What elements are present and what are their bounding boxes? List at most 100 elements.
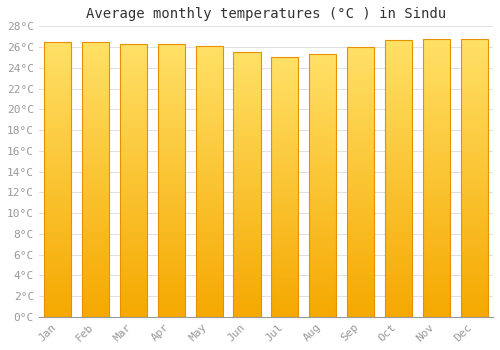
- Bar: [347, 117, 374, 119]
- Bar: [422, 179, 450, 181]
- Bar: [347, 293, 374, 294]
- Bar: [460, 292, 488, 293]
- Bar: [347, 122, 374, 124]
- Bar: [82, 274, 109, 275]
- Bar: [158, 261, 185, 262]
- Bar: [385, 213, 412, 214]
- Bar: [158, 204, 185, 205]
- Bar: [196, 99, 223, 100]
- Bar: [196, 165, 223, 167]
- Bar: [196, 78, 223, 80]
- Bar: [460, 285, 488, 286]
- Bar: [234, 210, 260, 211]
- Bar: [158, 97, 185, 98]
- Bar: [460, 189, 488, 190]
- Bar: [44, 310, 72, 311]
- Bar: [422, 140, 450, 142]
- Bar: [385, 295, 412, 296]
- Bar: [234, 74, 260, 75]
- Bar: [347, 154, 374, 155]
- Bar: [234, 302, 260, 303]
- Bar: [309, 117, 336, 119]
- Bar: [120, 261, 147, 262]
- Bar: [120, 107, 147, 108]
- Bar: [422, 196, 450, 197]
- Bar: [309, 66, 336, 68]
- Bar: [271, 64, 298, 65]
- Bar: [234, 89, 260, 91]
- Bar: [120, 202, 147, 204]
- Bar: [422, 188, 450, 189]
- Bar: [158, 300, 185, 302]
- Bar: [271, 276, 298, 278]
- Bar: [234, 195, 260, 196]
- Bar: [120, 48, 147, 49]
- Bar: [158, 179, 185, 180]
- Bar: [196, 120, 223, 122]
- Bar: [120, 230, 147, 231]
- Bar: [385, 206, 412, 207]
- Bar: [44, 57, 72, 58]
- Bar: [234, 277, 260, 279]
- Bar: [44, 105, 72, 106]
- Bar: [271, 111, 298, 112]
- Bar: [460, 211, 488, 212]
- Bar: [460, 256, 488, 257]
- Bar: [158, 92, 185, 93]
- Bar: [82, 68, 109, 69]
- Bar: [347, 135, 374, 136]
- Bar: [120, 98, 147, 100]
- Bar: [309, 167, 336, 168]
- Bar: [158, 299, 185, 300]
- Bar: [460, 221, 488, 222]
- Bar: [158, 64, 185, 66]
- Bar: [385, 144, 412, 145]
- Bar: [347, 191, 374, 193]
- Bar: [422, 307, 450, 308]
- Bar: [234, 52, 260, 317]
- Bar: [385, 160, 412, 162]
- Bar: [422, 136, 450, 138]
- Bar: [234, 65, 260, 67]
- Bar: [158, 228, 185, 230]
- Bar: [271, 227, 298, 229]
- Bar: [120, 205, 147, 206]
- Bar: [347, 100, 374, 101]
- Bar: [234, 154, 260, 155]
- Bar: [82, 124, 109, 126]
- Bar: [82, 75, 109, 76]
- Bar: [234, 97, 260, 98]
- Bar: [347, 90, 374, 92]
- Bar: [120, 59, 147, 60]
- Bar: [385, 58, 412, 59]
- Bar: [385, 225, 412, 227]
- Bar: [309, 180, 336, 182]
- Bar: [44, 123, 72, 124]
- Bar: [271, 256, 298, 257]
- Bar: [234, 132, 260, 133]
- Bar: [158, 82, 185, 84]
- Bar: [422, 97, 450, 98]
- Bar: [385, 175, 412, 177]
- Bar: [196, 104, 223, 106]
- Bar: [82, 74, 109, 75]
- Bar: [460, 48, 488, 50]
- Bar: [158, 274, 185, 276]
- Bar: [271, 69, 298, 70]
- Bar: [385, 133, 412, 134]
- Bar: [234, 212, 260, 214]
- Bar: [234, 247, 260, 248]
- Bar: [196, 218, 223, 219]
- Bar: [196, 172, 223, 173]
- Bar: [271, 104, 298, 105]
- Bar: [82, 144, 109, 145]
- Bar: [82, 173, 109, 174]
- Bar: [120, 163, 147, 164]
- Bar: [158, 105, 185, 107]
- Bar: [44, 240, 72, 241]
- Bar: [347, 112, 374, 113]
- Bar: [347, 221, 374, 222]
- Bar: [460, 90, 488, 92]
- Bar: [309, 312, 336, 313]
- Bar: [347, 234, 374, 236]
